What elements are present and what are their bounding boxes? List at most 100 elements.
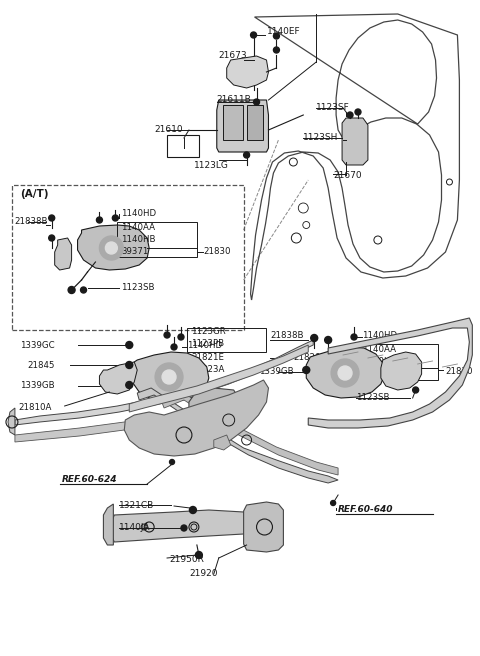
Polygon shape bbox=[308, 318, 472, 428]
Text: REF.60-640: REF.60-640 bbox=[338, 506, 394, 514]
Circle shape bbox=[331, 359, 359, 387]
Circle shape bbox=[351, 334, 357, 340]
Polygon shape bbox=[381, 352, 421, 390]
Polygon shape bbox=[306, 347, 385, 398]
Text: 1123SB: 1123SB bbox=[356, 394, 389, 403]
Text: 1123LG: 1123LG bbox=[194, 161, 229, 169]
Text: 1140HD: 1140HD bbox=[121, 209, 156, 218]
Circle shape bbox=[81, 287, 86, 293]
Text: 21823A: 21823A bbox=[191, 365, 224, 375]
Circle shape bbox=[338, 366, 352, 380]
Text: 1140HB: 1140HB bbox=[121, 236, 156, 245]
Polygon shape bbox=[15, 340, 313, 425]
Polygon shape bbox=[161, 392, 338, 475]
Polygon shape bbox=[78, 225, 149, 270]
Text: 21821E: 21821E bbox=[191, 354, 224, 363]
Circle shape bbox=[169, 459, 175, 464]
Text: 1123PB: 1123PB bbox=[191, 340, 224, 348]
Bar bbox=[187, 328, 266, 352]
Polygon shape bbox=[99, 362, 137, 394]
Text: 1123SB: 1123SB bbox=[121, 283, 155, 293]
Text: REF.60-624: REF.60-624 bbox=[61, 476, 117, 485]
Text: 1140JA: 1140JA bbox=[120, 523, 151, 533]
Text: 21610: 21610 bbox=[154, 125, 183, 134]
Circle shape bbox=[49, 215, 55, 221]
Polygon shape bbox=[137, 388, 338, 483]
Text: 1339GB: 1339GB bbox=[20, 382, 55, 390]
Polygon shape bbox=[111, 510, 247, 542]
Text: 1339GC: 1339GC bbox=[20, 340, 55, 350]
Polygon shape bbox=[227, 56, 268, 88]
Text: 1140EF: 1140EF bbox=[266, 28, 300, 37]
Bar bbox=[223, 105, 242, 140]
Circle shape bbox=[49, 235, 55, 241]
Circle shape bbox=[178, 334, 184, 340]
Text: 21838B: 21838B bbox=[14, 218, 48, 226]
Circle shape bbox=[331, 501, 336, 506]
Circle shape bbox=[164, 332, 170, 338]
Circle shape bbox=[162, 370, 176, 384]
Circle shape bbox=[190, 506, 196, 514]
Circle shape bbox=[106, 242, 117, 254]
Circle shape bbox=[99, 236, 123, 260]
Circle shape bbox=[126, 342, 133, 348]
Bar bbox=[358, 344, 438, 380]
Text: 21611B: 21611B bbox=[217, 96, 252, 104]
Circle shape bbox=[347, 112, 353, 118]
Circle shape bbox=[274, 33, 279, 39]
Polygon shape bbox=[189, 388, 239, 430]
Polygon shape bbox=[103, 504, 113, 545]
Text: 1123GR: 1123GR bbox=[191, 327, 226, 337]
Text: 1140HB: 1140HB bbox=[362, 358, 396, 367]
Text: 1140HD: 1140HD bbox=[362, 331, 397, 340]
Text: 21820M: 21820M bbox=[293, 354, 328, 363]
Circle shape bbox=[355, 109, 361, 115]
Text: 21830: 21830 bbox=[445, 367, 473, 377]
Polygon shape bbox=[217, 100, 268, 152]
Circle shape bbox=[251, 32, 256, 38]
Text: 1140AA: 1140AA bbox=[121, 224, 156, 232]
Circle shape bbox=[171, 344, 177, 350]
Polygon shape bbox=[129, 345, 308, 412]
Circle shape bbox=[303, 367, 310, 373]
Text: 21670: 21670 bbox=[333, 171, 362, 180]
Circle shape bbox=[195, 552, 203, 558]
Bar bbox=[117, 222, 197, 257]
Circle shape bbox=[126, 361, 133, 369]
Text: 21920: 21920 bbox=[189, 569, 217, 579]
Text: 1339GB: 1339GB bbox=[259, 367, 293, 377]
Text: 21810A: 21810A bbox=[18, 403, 51, 413]
Polygon shape bbox=[124, 380, 268, 456]
Text: 1140HD: 1140HD bbox=[187, 340, 222, 350]
Text: 21845: 21845 bbox=[28, 361, 55, 371]
Circle shape bbox=[126, 382, 133, 388]
Circle shape bbox=[112, 215, 119, 221]
Text: 21673: 21673 bbox=[219, 51, 247, 60]
Circle shape bbox=[253, 99, 260, 105]
Bar bbox=[167, 135, 199, 157]
Bar bbox=[12, 185, 244, 330]
Circle shape bbox=[155, 363, 183, 391]
Polygon shape bbox=[342, 118, 368, 165]
Circle shape bbox=[181, 525, 187, 531]
Circle shape bbox=[413, 387, 419, 393]
Circle shape bbox=[311, 335, 318, 342]
Text: (A/T): (A/T) bbox=[20, 189, 48, 199]
Text: 39371: 39371 bbox=[121, 247, 149, 256]
Polygon shape bbox=[214, 435, 231, 450]
Text: 39371: 39371 bbox=[362, 369, 389, 379]
Circle shape bbox=[96, 217, 102, 223]
Circle shape bbox=[244, 152, 250, 158]
Polygon shape bbox=[55, 238, 72, 270]
Bar bbox=[247, 105, 263, 140]
Text: 1123SF: 1123SF bbox=[316, 104, 350, 112]
Polygon shape bbox=[15, 412, 189, 442]
Circle shape bbox=[324, 337, 332, 344]
Circle shape bbox=[274, 47, 279, 53]
Text: 1321CB: 1321CB bbox=[120, 501, 155, 510]
Polygon shape bbox=[244, 502, 283, 552]
Text: 1123SH: 1123SH bbox=[303, 134, 339, 142]
Text: 21950R: 21950R bbox=[169, 556, 204, 565]
Text: 1140AA: 1140AA bbox=[362, 346, 396, 354]
Circle shape bbox=[68, 287, 75, 293]
